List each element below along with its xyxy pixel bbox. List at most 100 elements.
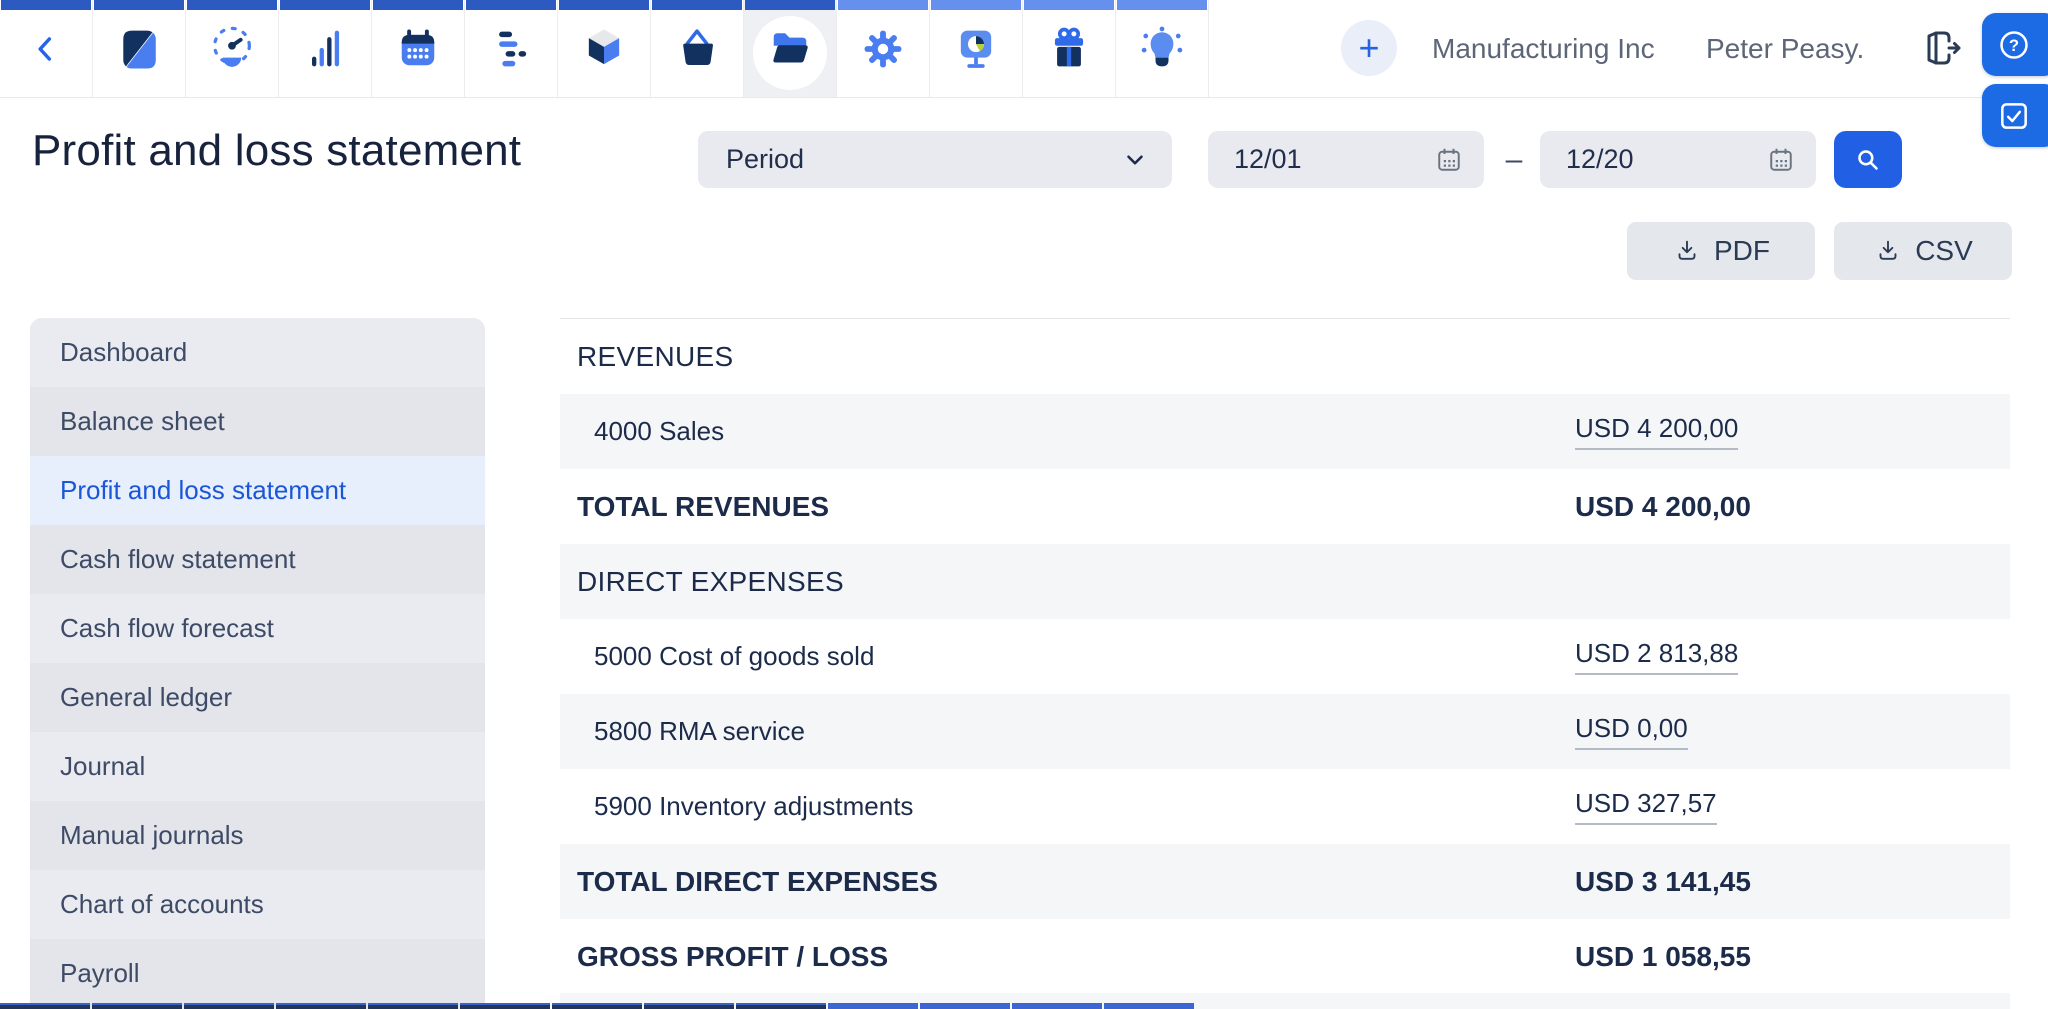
logout-icon bbox=[1927, 31, 1961, 65]
profit-loss-table: REVENUES 4000 Sales USD 4 200,00 TOTAL R… bbox=[560, 318, 2010, 994]
row-amount[interactable]: USD 327,57 bbox=[1575, 788, 1717, 825]
folder-open-icon bbox=[764, 23, 816, 75]
company-name[interactable]: Manufacturing Inc bbox=[1432, 32, 1655, 64]
app-strip bbox=[838, 0, 928, 10]
sidebar-item-chart-of-accounts[interactable]: Chart of accounts bbox=[30, 870, 485, 939]
calendar-app-icon bbox=[392, 23, 444, 75]
sidebar-item-label: Dashboard bbox=[60, 337, 188, 367]
app-strip bbox=[1024, 0, 1114, 10]
logout-button[interactable] bbox=[1918, 24, 1966, 72]
app-strip bbox=[187, 0, 277, 10]
app-cell-calendar-app[interactable] bbox=[372, 0, 465, 97]
bottom-strip-segment bbox=[828, 1003, 918, 1009]
pdf-button-label: PDF bbox=[1714, 235, 1770, 266]
question-icon: ? bbox=[2000, 30, 2028, 59]
row-amount[interactable]: USD 2 813,88 bbox=[1575, 638, 1739, 675]
app-cell-cube[interactable] bbox=[558, 0, 651, 97]
app-strip bbox=[1, 0, 91, 10]
row-amount[interactable]: USD 4 200,00 bbox=[1575, 413, 1739, 450]
app-cell-dashboard-gauge[interactable] bbox=[186, 0, 279, 97]
row-amount: USD 1 058,55 bbox=[1575, 940, 1751, 972]
cube-icon bbox=[578, 23, 630, 75]
sidebar-item-label: Cash flow forecast bbox=[60, 613, 274, 643]
app-cell-app-logo[interactable] bbox=[93, 0, 186, 97]
row-label: TOTAL DIRECT EXPENSES bbox=[577, 865, 938, 897]
app-cell-tasks[interactable] bbox=[465, 0, 558, 97]
sidebar-item-journal[interactable]: Journal bbox=[30, 732, 485, 801]
plus-icon: + bbox=[1358, 27, 1380, 68]
bottom-strip-segment bbox=[644, 1003, 734, 1009]
help-button[interactable]: ? bbox=[1982, 13, 2048, 76]
search-icon bbox=[1858, 149, 1878, 170]
chevron-down-icon bbox=[1127, 154, 1143, 165]
tasks-check-button[interactable] bbox=[1982, 84, 2048, 147]
table-row-5900-inventory-adjustments: 5900 Inventory adjustments USD 327,57 bbox=[560, 769, 2010, 844]
app-toolbar: + Manufacturing Inc Peter Peasy. bbox=[0, 0, 2048, 98]
sidebar-item-profit-and-loss-statement[interactable]: Profit and loss statement bbox=[30, 456, 485, 525]
sidebar-item-label: Journal bbox=[60, 751, 146, 781]
sidebar-item-manual-journals[interactable]: Manual journals bbox=[30, 801, 485, 870]
row-label: 4000 Sales bbox=[594, 416, 725, 446]
download-icon bbox=[1678, 240, 1696, 260]
app-logo-icon bbox=[113, 23, 165, 75]
date-from-input[interactable]: 12/01 bbox=[1208, 131, 1484, 188]
row-label: DIRECT EXPENSES bbox=[577, 565, 844, 597]
period-select[interactable]: Period bbox=[698, 131, 1172, 188]
row-amount: USD 3 141,45 bbox=[1575, 865, 1751, 897]
app-cell-settings-gear[interactable] bbox=[837, 0, 930, 97]
bar-chart-icon bbox=[299, 23, 351, 75]
download-pdf-button[interactable]: PDF bbox=[1627, 222, 1815, 280]
sidebar-item-general-ledger[interactable]: General ledger bbox=[30, 663, 485, 732]
row-label: 5000 Cost of goods sold bbox=[594, 641, 875, 671]
sidebar-item-payroll[interactable]: Payroll bbox=[30, 939, 485, 1008]
app-cell-lightbulb[interactable] bbox=[1116, 0, 1209, 97]
settings-gear-icon bbox=[857, 23, 909, 75]
app-cell-back[interactable] bbox=[0, 0, 93, 97]
row-label: TOTAL REVENUES bbox=[577, 490, 830, 522]
download-csv-button[interactable]: CSV bbox=[1834, 222, 2012, 280]
table-row-5000-cost-of-goods-sold: 5000 Cost of goods sold USD 2 813,88 bbox=[560, 619, 2010, 694]
lightbulb-icon bbox=[1136, 23, 1188, 75]
app-switcher bbox=[0, 0, 1209, 97]
bottom-strip-segment bbox=[920, 1003, 1010, 1009]
date-to-input[interactable]: 12/20 bbox=[1540, 131, 1816, 188]
date-from-value: 12/01 bbox=[1234, 144, 1302, 174]
table-row-revenues: REVENUES bbox=[560, 319, 2010, 394]
app-cell-presentation-pie[interactable] bbox=[930, 0, 1023, 97]
app-cell-basket[interactable] bbox=[651, 0, 744, 97]
app-cell-gift[interactable] bbox=[1023, 0, 1116, 97]
search-button[interactable] bbox=[1834, 131, 1902, 188]
page-title: Profit and loss statement bbox=[32, 126, 522, 175]
app-cell-bar-chart[interactable] bbox=[279, 0, 372, 97]
sidebar-item-dashboard[interactable]: Dashboard bbox=[30, 318, 485, 387]
bottom-strip-segment bbox=[460, 1003, 550, 1009]
row-amount[interactable]: USD 0,00 bbox=[1575, 713, 1688, 750]
table-row-gross-profit-loss: GROSS PROFIT / LOSS USD 1 058,55 bbox=[560, 919, 2010, 994]
calendar-icon[interactable] bbox=[1766, 145, 1796, 175]
add-button[interactable]: + bbox=[1341, 20, 1397, 76]
app-strip bbox=[931, 0, 1021, 10]
app-strip bbox=[745, 0, 835, 10]
back-icon bbox=[26, 29, 66, 69]
calendar-icon[interactable] bbox=[1434, 145, 1464, 175]
bottom-strip-segment bbox=[0, 1003, 90, 1009]
report-sidebar: Dashboard Balance sheet Profit and loss st… bbox=[30, 318, 485, 1009]
sidebar-item-cash-flow-statement[interactable]: Cash flow statement bbox=[30, 525, 485, 594]
sidebar-item-balance-sheet[interactable]: Balance sheet bbox=[30, 387, 485, 456]
bottom-app-strip bbox=[0, 1003, 1194, 1009]
app-cell-folder-open[interactable] bbox=[744, 0, 837, 97]
gift-icon bbox=[1043, 23, 1095, 75]
download-icon bbox=[1879, 240, 1897, 260]
user-name[interactable]: Peter Peasy. bbox=[1706, 32, 1865, 64]
row-label: 5900 Inventory adjustments bbox=[594, 791, 914, 821]
tasks-icon bbox=[485, 23, 537, 75]
app-strip bbox=[1117, 0, 1207, 10]
bottom-strip-segment bbox=[368, 1003, 458, 1009]
bottom-strip-segment bbox=[552, 1003, 642, 1009]
sidebar-item-label: Payroll bbox=[60, 958, 140, 988]
sidebar-item-cash-flow-forecast[interactable]: Cash flow forecast bbox=[30, 594, 485, 663]
basket-icon bbox=[671, 23, 723, 75]
sidebar-item-label: General ledger bbox=[60, 682, 232, 712]
checkbox-icon bbox=[2001, 102, 2027, 129]
bottom-strip-segment bbox=[1012, 1003, 1102, 1009]
